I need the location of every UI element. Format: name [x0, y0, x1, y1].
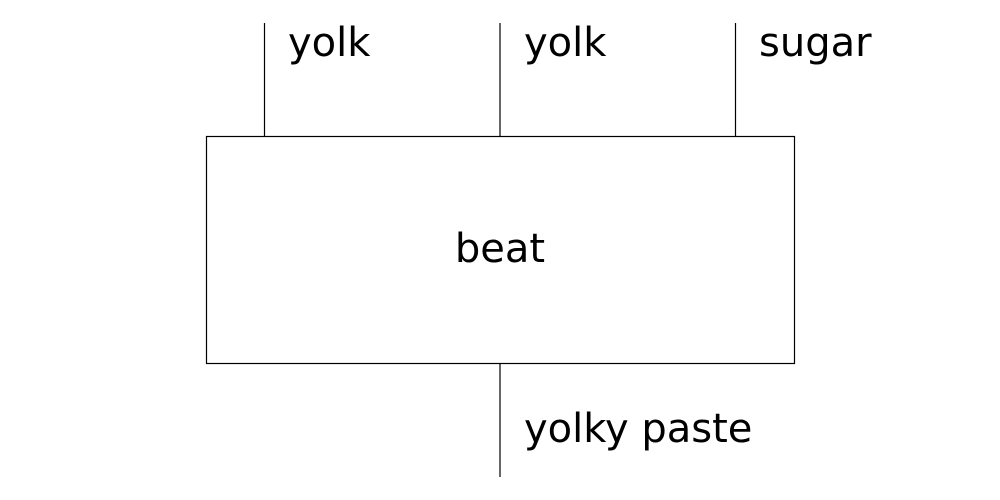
process-box	[205, 135, 796, 365]
output-label-yolky-paste: yolky paste	[524, 406, 752, 452]
input-label-yolk-1: yolk	[288, 20, 371, 66]
process-label: beat	[455, 226, 545, 272]
input-label-sugar: sugar	[759, 20, 872, 66]
input-label-yolk-2: yolk	[524, 20, 607, 66]
